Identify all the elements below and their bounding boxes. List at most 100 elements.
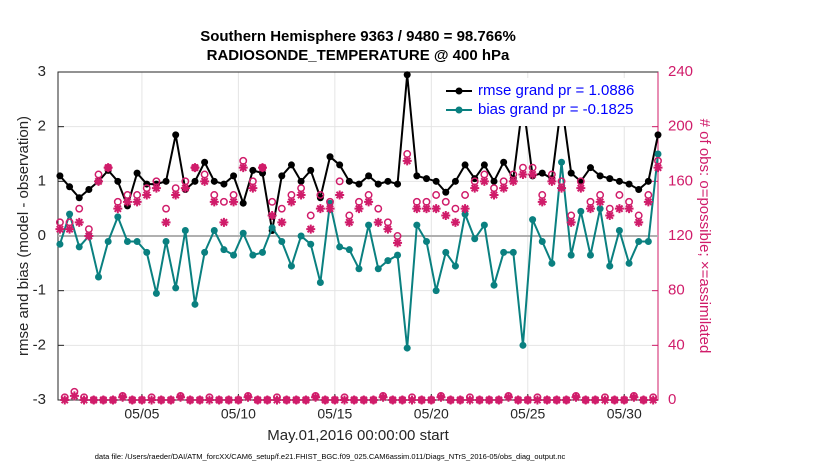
obs-assimilated	[147, 395, 157, 405]
obs-assimilated	[624, 204, 634, 214]
series-marker	[85, 186, 93, 194]
obs-assimilated	[359, 395, 369, 405]
obs-assimilated	[267, 211, 277, 220]
chart-subtitle: RADIOSONDE_TEMPERATURE @ 400 hPa	[207, 47, 510, 64]
series-marker	[249, 166, 257, 174]
obs-assimilated	[69, 391, 79, 401]
obs-assimilated	[185, 395, 195, 405]
legend-box	[442, 78, 654, 126]
y2-tick-label: 240	[668, 63, 693, 80]
series-marker	[654, 150, 662, 158]
series-marker	[519, 341, 527, 349]
series-marker	[75, 243, 83, 251]
obs-assimilated	[291, 395, 301, 405]
series-marker	[355, 265, 363, 273]
series-marker	[114, 177, 122, 185]
obs-possible	[335, 177, 344, 186]
series-marker	[577, 177, 585, 185]
series-marker	[201, 248, 209, 256]
obs-possible	[451, 204, 460, 213]
series-marker	[374, 265, 382, 273]
obs-assimilated	[60, 395, 70, 405]
series-marker	[133, 169, 141, 177]
series-marker	[56, 240, 64, 248]
series-marker	[586, 251, 594, 259]
series-marker	[480, 161, 488, 169]
obs-assimilated	[450, 217, 460, 227]
obs-assimilated	[552, 395, 562, 405]
series-marker	[644, 177, 652, 185]
series-marker	[210, 177, 218, 185]
y2-tick-label: 120	[668, 227, 693, 244]
series-marker	[403, 71, 411, 79]
series-marker	[297, 232, 305, 240]
obs-possible	[268, 197, 277, 206]
series-marker	[490, 177, 498, 185]
series-marker	[201, 158, 209, 166]
obs-assimilated	[397, 395, 407, 405]
obs-assimilated	[349, 395, 359, 405]
obs-assimilated	[354, 204, 364, 214]
series-marker	[625, 180, 633, 188]
series-marker	[210, 227, 218, 235]
series-marker	[172, 131, 180, 139]
series-marker	[442, 248, 450, 256]
series-marker	[326, 153, 334, 161]
series-marker	[143, 248, 151, 256]
obs-possible	[306, 211, 315, 220]
series-marker	[606, 262, 614, 270]
series-marker	[567, 251, 575, 259]
series-marker	[104, 237, 112, 245]
y-tick-label: 0	[38, 227, 46, 244]
obs-assimilated	[262, 395, 272, 405]
obs-assimilated	[470, 183, 480, 193]
obs-assimilated	[557, 183, 567, 193]
series-marker	[432, 177, 440, 185]
series-marker	[644, 237, 652, 245]
obs-possible	[615, 191, 624, 199]
obs-assimilated	[629, 392, 639, 402]
obs-assimilated	[475, 395, 485, 405]
series-marker	[480, 221, 488, 229]
obs-assimilated	[166, 395, 176, 405]
series-marker	[172, 284, 180, 292]
obs-assimilated	[542, 395, 552, 405]
obs-assimilated	[200, 176, 210, 186]
series-marker	[461, 161, 469, 169]
series-marker	[307, 240, 315, 248]
series-marker	[615, 227, 623, 235]
obs-assimilated	[639, 395, 649, 405]
obs-possible	[277, 204, 286, 213]
obs-assimilated	[619, 395, 629, 405]
obs-assimilated	[272, 395, 282, 405]
series-marker	[316, 278, 324, 286]
obs-assimilated	[412, 204, 422, 214]
y-tick-label: 2	[38, 118, 46, 135]
series-marker	[66, 183, 74, 191]
series-marker	[259, 248, 267, 256]
series-marker	[230, 172, 238, 180]
obs-assimilated	[561, 395, 571, 405]
series-marker	[461, 210, 469, 218]
series-marker	[268, 224, 276, 232]
series-marker	[422, 175, 430, 183]
x-tick-label: 05/20	[414, 406, 449, 422]
obs-assimilated	[489, 190, 499, 200]
series-marker	[230, 251, 238, 259]
series-marker	[403, 344, 411, 352]
obs-assimilated	[127, 395, 137, 405]
series-marker	[635, 237, 643, 245]
legend-marker	[455, 87, 463, 95]
obs-assimilated	[479, 176, 489, 186]
series-marker	[432, 287, 440, 295]
obs-assimilated	[132, 197, 142, 207]
obs-assimilated	[229, 197, 239, 207]
series-marker	[538, 237, 546, 245]
y2-tick-label: 200	[668, 118, 693, 135]
obs-assimilated	[378, 392, 388, 402]
series-marker	[191, 300, 199, 308]
obs-assimilated	[417, 395, 427, 405]
series-marker	[336, 161, 344, 169]
obs-assimilated	[610, 395, 620, 405]
